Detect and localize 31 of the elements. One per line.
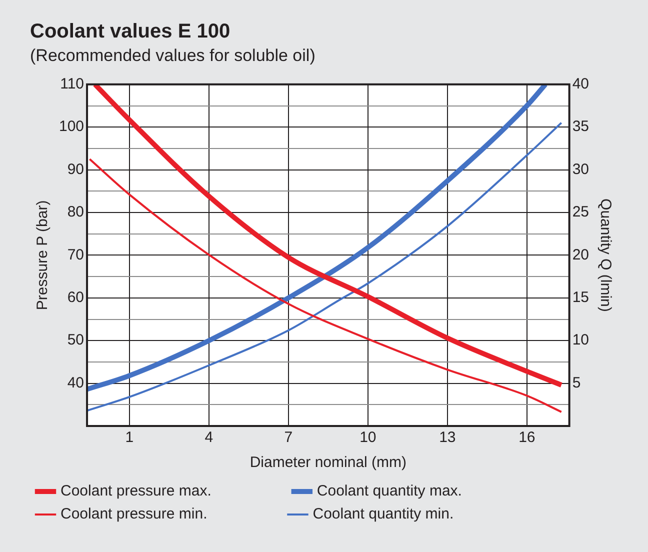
y-tick-label: 110: [60, 76, 84, 93]
y-tick-label: 70: [67, 246, 84, 264]
y2-tick-label: 10: [572, 332, 590, 349]
x-tick-label: 10: [360, 429, 376, 446]
y2-tick-label: 40: [572, 76, 590, 93]
y-tick-label: 90: [67, 160, 84, 178]
y2-tick-label: 25: [572, 204, 590, 221]
legend-label: Coolant quantity min.: [312, 506, 529, 523]
y2-axis-title: Quantity Q (lmin): [596, 198, 614, 312]
y-axis-title: Pressure P (bar): [34, 200, 52, 310]
y2-tick-label: 30: [572, 160, 590, 178]
x-tick-label: 16: [518, 429, 536, 446]
y-tick-label: 50: [67, 332, 84, 349]
x-tick-label: 7: [284, 429, 293, 446]
legend-label: Coolant quantity max.: [316, 482, 537, 500]
y2-tick-label: 35: [572, 118, 590, 136]
y-tick-label: 100: [58, 118, 84, 136]
x-axis-title: Diameter nominal (mm): [250, 454, 407, 472]
legend-label: Coolant pressure max.: [60, 482, 286, 500]
y-tick-label: 60: [67, 289, 84, 306]
y-tick-label: 80: [67, 204, 84, 221]
y2-tick-label: 15: [572, 289, 590, 306]
x-tick-label: 1: [125, 429, 134, 446]
legend-label: Coolant pressure min.: [60, 506, 282, 523]
chart-subtitle: (Recommended values for soluble oil): [30, 46, 316, 65]
x-tick-label: 4: [204, 429, 214, 446]
chart-title: Coolant values E 100: [30, 20, 230, 43]
y2-tick-label: 5: [572, 374, 581, 392]
y2-tick-label: 20: [572, 246, 590, 264]
y-tick-label: 40: [67, 374, 84, 392]
x-tick-label: 13: [439, 429, 456, 446]
